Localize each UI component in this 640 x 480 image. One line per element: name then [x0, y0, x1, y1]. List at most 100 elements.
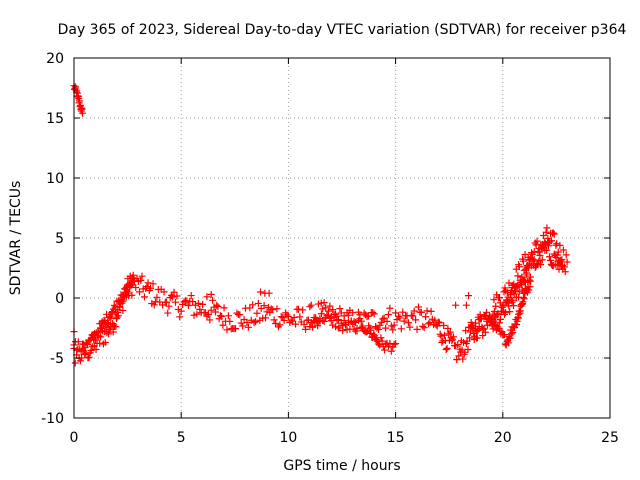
data-point-marker — [257, 288, 265, 296]
data-point-marker — [440, 322, 448, 330]
y-tick-label: 5 — [55, 231, 64, 247]
data-point-marker — [499, 302, 507, 310]
data-point-marker — [147, 284, 155, 292]
data-point-marker — [554, 248, 562, 256]
data-point-marker — [119, 306, 127, 314]
data-point-marker — [125, 289, 133, 297]
data-point-marker — [431, 316, 439, 324]
data-point-marker — [137, 276, 145, 284]
data-point-marker — [132, 283, 140, 291]
data-point-marker — [437, 332, 445, 340]
data-point-marker — [223, 326, 231, 334]
data-point-marker — [510, 290, 518, 298]
data-point-marker — [547, 237, 555, 245]
data-point-marker — [396, 314, 404, 322]
data-point-marker — [440, 331, 448, 339]
data-point-marker — [509, 296, 517, 304]
data-point-marker — [243, 318, 251, 326]
data-point-marker — [269, 306, 277, 314]
data-point-marker — [370, 330, 378, 338]
data-point-marker — [299, 306, 307, 314]
data-point-marker — [130, 275, 138, 283]
data-point-marker — [427, 307, 435, 315]
data-point-marker — [504, 339, 512, 347]
data-point-marker — [107, 314, 115, 322]
data-point-marker — [530, 256, 538, 264]
data-point-marker — [406, 323, 414, 331]
data-point-marker — [214, 303, 222, 311]
data-point-marker — [559, 246, 567, 254]
data-point-marker — [280, 316, 288, 324]
data-point-marker — [419, 322, 427, 330]
data-point-marker — [562, 251, 570, 259]
data-point-marker — [196, 305, 204, 313]
data-point-marker — [470, 335, 478, 343]
data-point-marker — [417, 308, 425, 316]
axis-ticks — [73, 57, 611, 419]
data-point-marker — [169, 293, 177, 301]
data-point-marker — [494, 310, 502, 318]
data-point-marker — [105, 326, 113, 334]
data-point-marker — [336, 305, 344, 313]
data-point-marker — [204, 310, 212, 318]
data-point-marker — [404, 319, 412, 327]
data-point-marker — [101, 338, 109, 346]
data-point-marker — [462, 301, 470, 309]
data-point-marker — [387, 347, 395, 355]
data-point-marker — [400, 317, 408, 325]
data-point-marker — [165, 302, 173, 310]
data-point-marker — [377, 319, 385, 327]
data-point-marker — [113, 313, 121, 321]
data-point-marker — [334, 316, 342, 324]
data-point-marker — [509, 328, 517, 336]
data-point-marker — [390, 321, 398, 329]
data-point-marker — [412, 316, 420, 324]
data-point-marker — [490, 296, 498, 304]
x-tick-label: 0 — [70, 430, 79, 446]
data-point-marker — [527, 277, 535, 285]
data-point-marker — [365, 322, 373, 330]
data-point-marker — [442, 345, 450, 353]
data-point-marker — [81, 350, 89, 358]
data-point-marker — [480, 325, 488, 333]
x-axis-title: GPS time / hours — [283, 458, 400, 474]
y-tick-label: 10 — [46, 171, 64, 187]
data-point-marker — [519, 257, 527, 265]
data-point-marker — [505, 279, 513, 287]
data-point-marker — [203, 293, 211, 301]
data-point-marker — [454, 341, 462, 349]
data-point-marker — [542, 228, 550, 236]
data-point-marker — [91, 336, 99, 344]
data-point-marker — [203, 312, 211, 320]
data-point-marker — [490, 317, 498, 325]
data-point-marker — [409, 312, 417, 320]
data-point-marker — [119, 297, 127, 305]
data-point-marker — [501, 309, 509, 317]
data-point-marker — [378, 337, 386, 345]
data-point-marker — [374, 340, 382, 348]
data-point-marker — [392, 340, 400, 348]
data-point-marker — [332, 323, 340, 331]
data-point-marker — [537, 261, 545, 269]
data-point-marker — [424, 320, 432, 328]
data-point-marker — [224, 312, 232, 320]
data-point-marker — [170, 288, 178, 296]
data-point-marker — [128, 281, 136, 289]
data-point-marker — [399, 308, 407, 316]
data-point-marker — [207, 290, 215, 298]
data-point-marker — [292, 320, 300, 328]
data-point-marker — [513, 317, 521, 325]
data-point-marker — [150, 301, 158, 309]
data-point-marker — [136, 288, 144, 296]
data-point-marker — [143, 283, 151, 291]
y-tick-label: 20 — [46, 51, 64, 67]
series-early-spike — [70, 82, 87, 117]
y-tick-label: 0 — [55, 291, 64, 307]
data-point-marker — [459, 355, 467, 363]
data-point-marker — [121, 288, 129, 296]
x-tick-label: 20 — [494, 430, 512, 446]
data-point-marker — [333, 317, 341, 325]
data-point-marker — [74, 338, 82, 346]
data-point-marker — [126, 282, 134, 290]
data-point-marker — [265, 289, 273, 297]
